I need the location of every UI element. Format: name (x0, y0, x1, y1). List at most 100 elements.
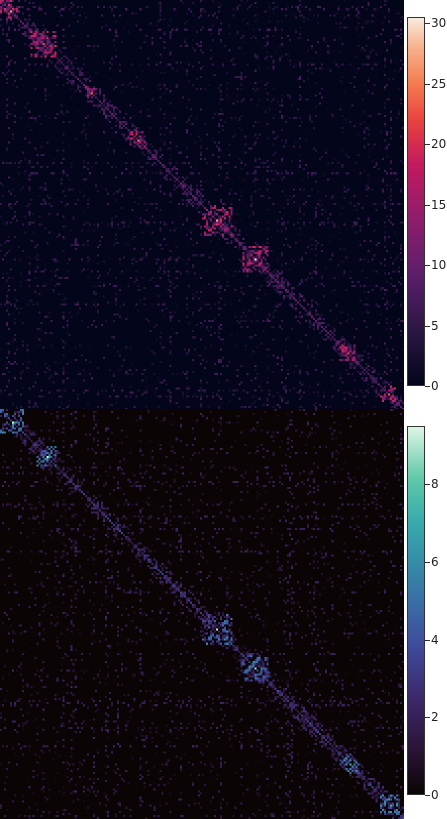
heatmap-cell (38, 328, 41, 331)
heatmap-cell (274, 137, 277, 140)
heatmap-cell (383, 246, 386, 249)
heatmap-cell (66, 57, 69, 60)
heatmap-cell (248, 250, 251, 253)
heatmap-cell (309, 385, 312, 388)
heatmap-cell (307, 246, 310, 249)
heatmap-cell (4, 303, 7, 306)
heatmap-cell (331, 336, 334, 339)
heatmap-cell (317, 730, 320, 733)
heatmap-cell (236, 239, 239, 242)
heatmap-cell (333, 225, 336, 228)
heatmap-cell (78, 73, 81, 76)
heatmap-cell (349, 350, 352, 353)
heatmap-cell (80, 67, 83, 70)
heatmap-cell (252, 350, 255, 353)
heatmap-cell (323, 730, 326, 733)
heatmap-cell (256, 256, 259, 259)
heatmap-cell (24, 172, 27, 175)
heatmap-cell (169, 200, 172, 203)
heatmap-cell (256, 661, 259, 664)
heatmap-cell (264, 278, 267, 281)
heatmap-cell (236, 233, 239, 236)
heatmap-cell (74, 346, 77, 349)
heatmap-cell (218, 389, 221, 392)
heatmap-cell (317, 317, 320, 320)
heatmap-cell (389, 38, 392, 41)
heatmap-cell (284, 385, 287, 388)
heatmap-cell (50, 45, 53, 48)
heatmap-cell (151, 202, 154, 205)
heatmap-cell (266, 381, 269, 384)
heatmap-cell (262, 256, 265, 259)
heatmap-cell (44, 268, 47, 271)
heatmap-cell (294, 315, 297, 318)
heatmap-cell (22, 250, 25, 253)
heatmap-cell (266, 241, 269, 244)
heatmap-cell (321, 250, 324, 253)
heatmap-cell (36, 38, 39, 41)
heatmap-cell (315, 726, 318, 729)
heatmap-cell (379, 391, 382, 394)
heatmap-cell (40, 63, 43, 66)
heatmap-cell (220, 166, 223, 169)
heatmap-cell (72, 4, 75, 7)
heatmap-cell (84, 79, 87, 82)
heatmap-cell (36, 328, 39, 331)
heatmap-cell (133, 280, 136, 283)
heatmap-cell (32, 443, 35, 446)
heatmap-cell (133, 139, 136, 142)
heatmap-cell (218, 217, 221, 220)
heatmap-cell (50, 270, 53, 273)
heatmap-cell (96, 190, 99, 193)
heatmap-cell (44, 28, 47, 31)
heatmap-cell (224, 213, 227, 216)
heatmap-cell (98, 509, 101, 512)
heatmap-cell (395, 356, 398, 359)
heatmap-cell (14, 352, 17, 355)
heatmap-cell (36, 34, 39, 37)
heatmap-cell (6, 321, 9, 324)
heatmap-cell (240, 325, 243, 328)
heatmap-cell (309, 313, 312, 316)
heatmap-cell (129, 395, 132, 398)
heatmap-cell (311, 47, 314, 50)
heatmap-cell (206, 360, 209, 363)
heatmap-cell (199, 276, 202, 279)
heatmap-cell (212, 73, 215, 76)
heatmap-cell (230, 334, 233, 337)
heatmap-cell (321, 63, 324, 66)
heatmap-cell (38, 43, 41, 46)
heatmap-cell (309, 307, 312, 310)
heatmap-cell (321, 317, 324, 320)
heatmap-cell (325, 405, 328, 408)
heatmap-cell (14, 415, 17, 418)
heatmap-cell (28, 18, 31, 21)
heatmap-cell (76, 373, 79, 376)
heatmap-cell (113, 284, 116, 287)
heatmap-cell (220, 219, 223, 222)
heatmap-cell (10, 161, 13, 164)
heatmap-cell (14, 161, 17, 164)
heatmap-cell (367, 369, 370, 372)
heatmap-cell (56, 476, 59, 479)
heatmap-cell (157, 405, 160, 408)
heatmap-cell (8, 112, 11, 115)
heatmap-cell (339, 51, 342, 54)
heatmap-cell (298, 77, 301, 80)
heatmap-cell (191, 395, 194, 398)
heatmap-cell (329, 743, 332, 746)
heatmap-cell (317, 319, 320, 322)
heatmap-cell (68, 24, 71, 27)
heatmap-cell (125, 538, 128, 541)
heatmap-cell (329, 258, 332, 261)
heatmap-cell (266, 28, 269, 31)
heatmap-cell (300, 295, 303, 298)
heatmap-cell (280, 20, 283, 23)
heatmap-cell (185, 352, 188, 355)
heatmap-cell (173, 229, 176, 232)
heatmap-cell (266, 276, 269, 279)
heatmap-cell (187, 63, 190, 66)
heatmap-cell (385, 207, 388, 210)
heatmap-cell (303, 313, 306, 316)
heatmap-cell (327, 161, 330, 164)
